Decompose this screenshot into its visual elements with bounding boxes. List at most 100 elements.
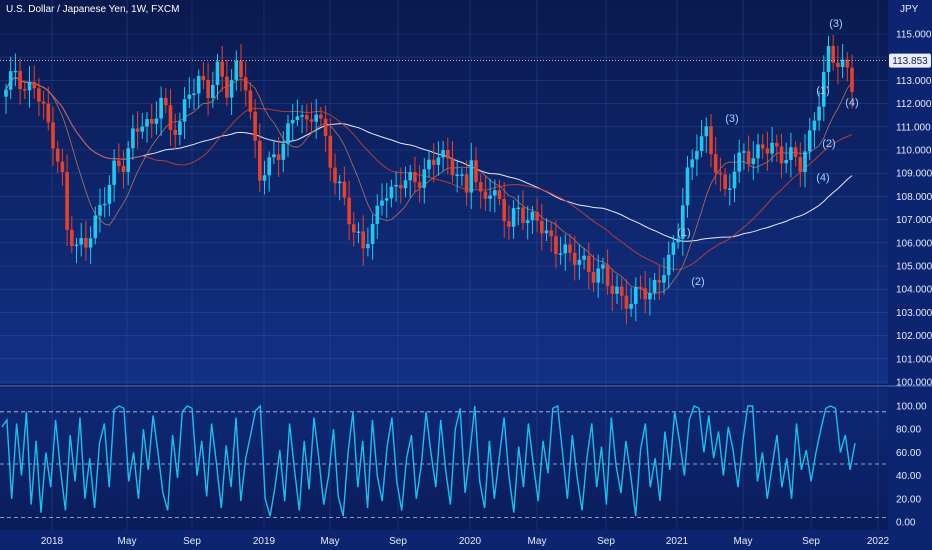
candle-body xyxy=(361,231,365,249)
candle-body xyxy=(605,264,610,286)
candle-body xyxy=(728,188,732,190)
time-axis-label: May xyxy=(734,536,753,547)
candle-body xyxy=(187,94,192,100)
candle-body xyxy=(836,62,840,68)
candle-body xyxy=(798,156,803,172)
candle-body xyxy=(718,172,723,175)
oscillator-axis-label: 40.00 xyxy=(896,471,921,482)
time-axis-label: 2018 xyxy=(41,536,64,547)
time-axis-background xyxy=(0,530,888,550)
candle-body xyxy=(13,70,18,73)
price-axis-label: 106.000 xyxy=(896,238,932,249)
symbol-title: U.S. Dollar / Japanese Yen, 1W, FXCM xyxy=(6,4,179,15)
candle-body xyxy=(549,230,553,237)
candle-body xyxy=(131,128,135,149)
candle-body xyxy=(587,255,591,272)
price-axis-label: 109.000 xyxy=(896,169,932,180)
candle-body xyxy=(793,147,798,157)
candle-body xyxy=(577,259,582,265)
candle-body xyxy=(370,223,375,245)
candle-body xyxy=(60,161,65,173)
candle-body xyxy=(460,174,464,176)
oscillator-axis-label: 60.00 xyxy=(896,448,921,459)
candle-body xyxy=(723,174,727,190)
candle-body xyxy=(262,175,267,181)
time-axis-label: Sep xyxy=(389,536,407,547)
candle-body xyxy=(37,88,41,102)
candle-body xyxy=(643,288,647,300)
wave-label: (4) xyxy=(845,97,858,109)
candle-body xyxy=(342,181,347,198)
candle-body xyxy=(751,158,756,164)
candle-body xyxy=(352,224,356,233)
oscillator-axis-label: 80.00 xyxy=(896,425,921,436)
candle-body xyxy=(840,59,845,68)
price-axis-label: 111.000 xyxy=(896,122,931,133)
last-price-marker xyxy=(889,53,931,68)
candle-body xyxy=(408,172,412,181)
candle-body xyxy=(789,147,793,160)
candle-body xyxy=(662,275,666,283)
candle-body xyxy=(765,148,770,154)
candle-body xyxy=(521,207,525,224)
candle-body xyxy=(84,237,88,248)
price-axis-label: 102.000 xyxy=(896,331,932,342)
candle-body xyxy=(206,80,210,99)
candle-body xyxy=(215,61,220,85)
candle-body xyxy=(784,159,788,164)
candle-body xyxy=(323,118,328,136)
candle-body xyxy=(775,142,779,147)
time-axis-label: May xyxy=(321,536,340,547)
candle-body xyxy=(164,97,168,106)
candle-body xyxy=(817,106,821,121)
main-pane-background xyxy=(0,0,888,384)
candle-body xyxy=(305,115,309,120)
candle-body xyxy=(591,271,596,283)
candle-body xyxy=(380,200,384,206)
candle-body xyxy=(112,160,116,185)
candle-body xyxy=(648,292,652,300)
candle-body xyxy=(845,59,850,68)
candle-body xyxy=(65,172,69,230)
time-axis-label: 2022 xyxy=(867,536,890,547)
candle-body xyxy=(511,208,516,227)
candle-body xyxy=(140,126,145,132)
time-axis-label: May xyxy=(528,536,547,547)
candle-body xyxy=(478,181,483,192)
oscillator-axis-label: 0.00 xyxy=(896,518,916,529)
price-axis-label: 112.000 xyxy=(896,99,932,110)
currency-label: JPY xyxy=(900,4,919,15)
candle-body xyxy=(55,148,60,162)
candle-body xyxy=(572,252,577,265)
wave-label: (3) xyxy=(725,113,738,125)
candle-body xyxy=(540,220,544,234)
candle-body xyxy=(220,61,224,77)
candle-body xyxy=(135,128,140,132)
candle-body xyxy=(422,169,427,188)
candle-body xyxy=(803,151,807,172)
time-axis-label: Sep xyxy=(597,536,615,547)
candle-body xyxy=(554,236,558,255)
candle-body xyxy=(601,264,605,269)
candle-body xyxy=(493,190,497,196)
candle-body xyxy=(46,103,51,123)
candle-body xyxy=(192,93,196,95)
candle-body xyxy=(615,286,619,294)
candle-body xyxy=(319,114,323,119)
candle-body xyxy=(314,114,318,122)
candle-body xyxy=(32,82,36,89)
candle-body xyxy=(507,221,511,227)
candle-body xyxy=(258,140,262,181)
candle-body xyxy=(295,116,300,121)
candle-body xyxy=(41,101,46,104)
candle-body xyxy=(267,157,271,176)
candle-body xyxy=(389,186,394,199)
wave-label: (2) xyxy=(691,276,704,288)
candle-body xyxy=(121,165,126,173)
candle-body xyxy=(88,238,93,248)
candle-body xyxy=(619,286,624,296)
candle-body xyxy=(201,75,206,81)
candle-body xyxy=(742,151,746,153)
